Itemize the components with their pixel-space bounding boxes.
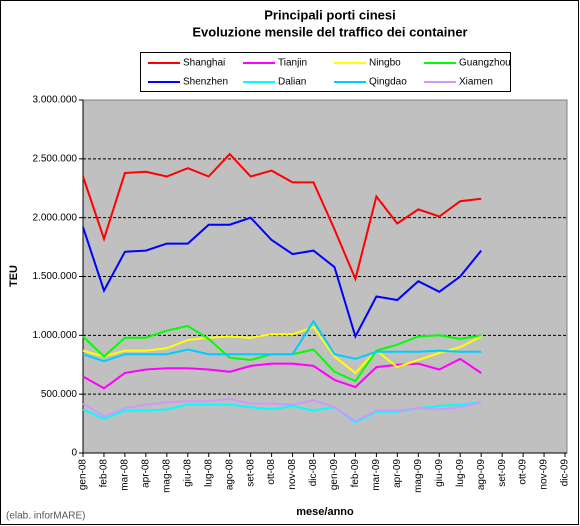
legend-label: Dalian bbox=[278, 77, 306, 88]
source-note: (elab. inforMARE) bbox=[6, 511, 85, 522]
x-tick-label: feb-08 bbox=[99, 459, 110, 488]
legend-label: Ningbo bbox=[369, 58, 401, 69]
y-tick-label: 0 bbox=[71, 448, 77, 459]
x-tick-label: nov-09 bbox=[539, 459, 550, 490]
chart-subtitle: Evoluzione mensile del traffico dei cont… bbox=[192, 24, 467, 39]
x-tick-label: apr-08 bbox=[141, 459, 152, 488]
x-tick-label: gen-09 bbox=[329, 459, 340, 491]
x-tick-label: giu-09 bbox=[434, 459, 445, 487]
x-tick-label: mar-08 bbox=[120, 459, 131, 491]
series-line bbox=[82, 357, 482, 390]
x-tick-label: dic-09 bbox=[560, 459, 571, 487]
legend-box bbox=[140, 52, 511, 92]
chart-title: Principali porti cinesi bbox=[264, 7, 395, 22]
legend-label: Xiamen bbox=[459, 77, 493, 88]
x-tick-label: apr-09 bbox=[392, 459, 403, 488]
x-tick-label: ott-08 bbox=[266, 459, 277, 485]
y-tick-label: 3.000.000 bbox=[33, 95, 78, 106]
series-line bbox=[82, 325, 482, 375]
x-tick-label: ago-08 bbox=[224, 459, 235, 491]
legend-label: Guangzhou bbox=[459, 58, 511, 69]
x-tick-label: dic-08 bbox=[308, 459, 319, 487]
y-tick-label: 1.000.000 bbox=[33, 330, 78, 341]
y-tick-label: 1.500.000 bbox=[33, 271, 78, 282]
x-tick-label: lug-09 bbox=[455, 459, 466, 487]
legend-label: Qingdao bbox=[369, 77, 407, 88]
y-tick-label: 500.000 bbox=[41, 389, 78, 400]
x-tick-label: feb-09 bbox=[350, 459, 361, 488]
series-line bbox=[82, 152, 482, 283]
x-tick-label: mag-08 bbox=[161, 459, 172, 493]
y-axis-title: TEU bbox=[8, 265, 20, 287]
x-axis-title: mese/anno bbox=[296, 506, 354, 518]
x-tick-label: ott-09 bbox=[518, 459, 529, 485]
x-tick-label: giu-08 bbox=[182, 459, 193, 487]
series-line bbox=[82, 319, 482, 363]
x-tick-label: set-09 bbox=[497, 459, 508, 487]
y-tick-label: 2.000.000 bbox=[33, 212, 78, 223]
series-line bbox=[82, 397, 482, 423]
legend-label: Shenzhen bbox=[183, 77, 228, 88]
legend-label: Shanghai bbox=[183, 58, 225, 69]
y-tick-label: 2.500.000 bbox=[33, 153, 78, 164]
legend-label: Tianjin bbox=[278, 58, 307, 69]
x-tick-label: nov-08 bbox=[287, 459, 298, 490]
x-tick-label: ago-09 bbox=[476, 459, 487, 491]
x-tick-label: gen-08 bbox=[78, 459, 89, 491]
x-tick-label: lug-08 bbox=[203, 459, 214, 487]
series-line bbox=[82, 216, 482, 340]
x-tick-label: mag-09 bbox=[413, 459, 424, 493]
x-tick-label: set-08 bbox=[245, 459, 256, 487]
x-tick-label: mar-09 bbox=[371, 459, 382, 491]
